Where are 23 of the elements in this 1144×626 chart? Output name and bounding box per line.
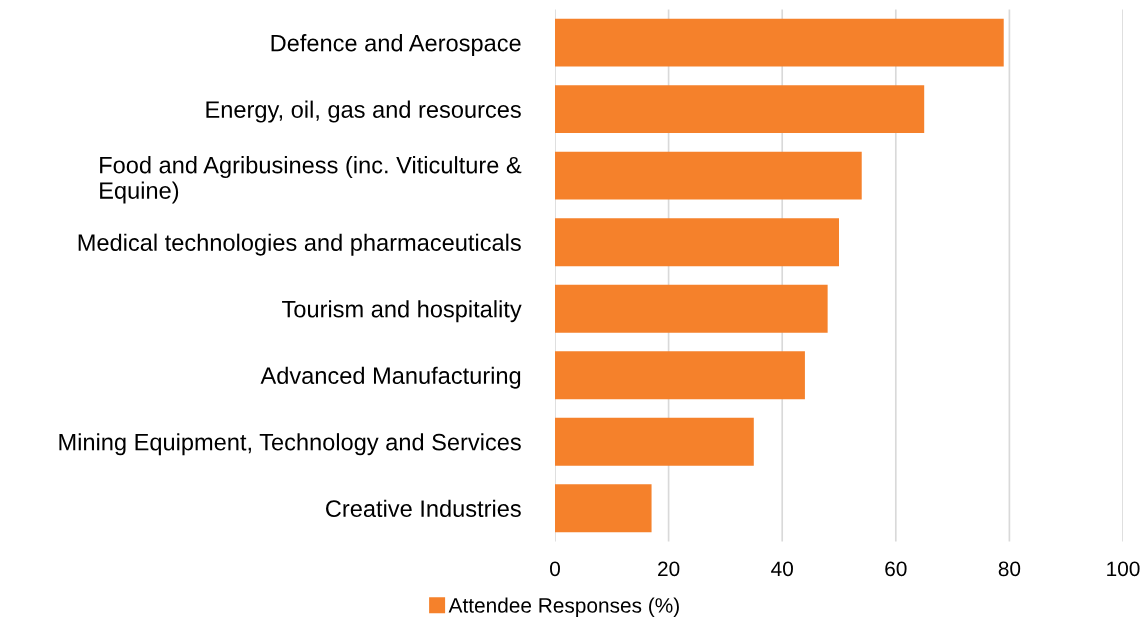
- y-tick-label: Advanced Manufacturing: [260, 366, 521, 389]
- bar: [555, 351, 805, 400]
- y-tick-label: Defence and Aerospace: [271, 34, 521, 57]
- bar: [555, 151, 862, 200]
- bar: [555, 85, 925, 134]
- bar: [555, 18, 1004, 67]
- x-tick-label: 40: [771, 561, 793, 577]
- bar: [555, 218, 839, 267]
- x-tick-label: 60: [885, 561, 907, 577]
- x-tick-label: 100: [1107, 561, 1140, 577]
- y-tick-label: Tourism and hospitality: [282, 300, 522, 323]
- x-tick-label: 80: [998, 561, 1021, 577]
- y-tick-label: Creative Industries: [326, 499, 521, 518]
- y-tick-label: Medical technologies and pharmaceuticals: [78, 233, 521, 256]
- legend-label: Attendee Responses (%): [448, 597, 679, 617]
- bar: [555, 417, 754, 466]
- y-tick-label: Food and Agribusiness (inc. Viticulture & Equine): [100, 156, 522, 204]
- bar: [555, 484, 652, 533]
- x-tick-label: 0: [550, 561, 560, 577]
- y-tick-label: Energy, oil, gas and resources: [206, 100, 521, 123]
- y-tick-label: Mining Equipment, Technology and Services: [59, 433, 521, 456]
- x-tick-label: 20: [658, 561, 680, 577]
- bar: [555, 284, 828, 333]
